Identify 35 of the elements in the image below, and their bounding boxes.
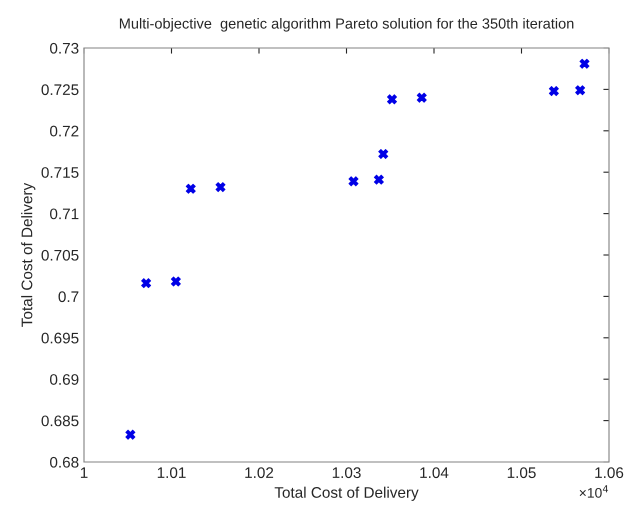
chart-title: Multi-objective genetic algorithm Pareto solution for the 350th iteration [120, 18, 574, 32]
point [141, 278, 152, 288]
point [374, 174, 384, 185]
y-tick-label: 0.73 [50, 42, 78, 54]
point [348, 176, 359, 186]
y-tick-label: 0.68 [50, 456, 78, 468]
point [548, 86, 559, 96]
x-tick-label: 1 [80, 467, 88, 478]
point [416, 92, 427, 103]
y-tick-label: 0.715 [42, 167, 78, 178]
point [378, 148, 388, 159]
y-tick-label: 0.72 [50, 126, 78, 136]
point [186, 184, 196, 194]
y-tick-label: 0.695 [42, 332, 78, 344]
point [386, 94, 398, 104]
y-tick-label: 0.725 [42, 84, 78, 96]
x-tick-label: 1.04 [420, 467, 448, 478]
x-tick-label: 1.01 [158, 467, 186, 478]
point [575, 85, 586, 96]
point [170, 276, 181, 287]
y-tick-label: 0.7 [58, 291, 78, 302]
point [579, 58, 590, 69]
y-axis-title: Total Cost of Delivery [21, 182, 36, 327]
point [125, 430, 136, 440]
x-tick-label: 1.03 [332, 467, 361, 478]
x-axis-title: Total Cost of Delivery [274, 486, 419, 501]
y-tick-label: 0.705 [42, 250, 78, 261]
text: ×10$^{4}$ [580, 485, 608, 498]
y-tick-label: 0.69 [50, 374, 78, 385]
y-tick-label: 0.71 [50, 208, 78, 220]
x-tick-label: 1.05 [508, 467, 536, 478]
point [215, 182, 226, 192]
x-tick-label: 1.06 [595, 467, 624, 478]
x-tick-label: 1.02 [245, 467, 274, 478]
y-tick-label: 0.685 [42, 415, 78, 426]
